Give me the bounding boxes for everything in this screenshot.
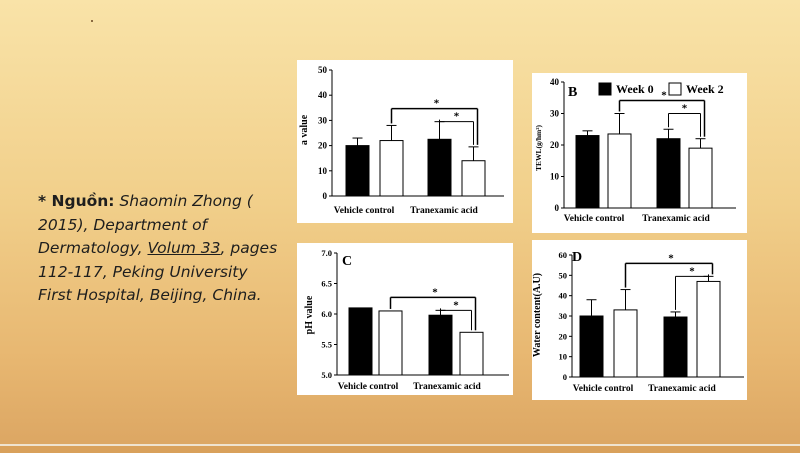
chart-a-y-tick-label: 10 — [318, 166, 328, 176]
chart-a-y-tick-label: 20 — [318, 141, 328, 151]
chart-c-x-tick-label: Vehicle control — [338, 382, 399, 392]
chart-d-bar-week0 — [663, 316, 688, 378]
chart-d-y-tick-label: 20 — [559, 331, 568, 341]
source-volume: Volum 33 — [147, 239, 221, 257]
chart-a-y-tick-label: 0 — [323, 191, 328, 201]
chart-c-y-tick-label: 6.5 — [321, 279, 332, 289]
chart-c-y-label: pH value — [304, 295, 315, 334]
source-pages: , pages — [220, 239, 278, 257]
chart-b-panel-label: B — [568, 85, 577, 100]
chart-d-sig-star-inner: * — [689, 265, 695, 277]
chart-b-y-tick-label: 20 — [550, 140, 560, 150]
chart-b-svg: 0 10 20 30 40 TEWL(g/hm²) B Vehicle control Tran… — [534, 77, 736, 224]
chart-b-bar-week0 — [575, 135, 600, 209]
chart-c-bar-week0 — [428, 314, 453, 376]
chart-panel-b: 0 10 20 30 40 TEWL(g/hm²) B Vehicle control Tran… — [532, 73, 747, 233]
chart-d-x-tick-label: Vehicle control — [573, 384, 634, 394]
chart-a-svg: 0 10 20 30 40 50 a value Vehicle control Tranexa… — [299, 65, 504, 216]
chart-a-x-tick-label: Tranexamic acid — [410, 206, 478, 216]
chart-b-y-tick-label: 40 — [550, 77, 560, 87]
chart-d-y-tick-label: 10 — [559, 352, 568, 362]
chart-b-sig-star-inner: * — [682, 103, 688, 115]
source-dept: Dermatology, — [38, 239, 143, 257]
chart-d-panel-label: D — [572, 250, 582, 265]
chart-c-sig-star-inner: * — [453, 299, 459, 311]
chart-a-x-tick-label: Vehicle control — [334, 206, 395, 216]
chart-c-bar-week2 — [378, 310, 403, 376]
chart-panel-d: 0 10 20 30 40 50 60 Water content(A.U) D Vehicle … — [532, 240, 747, 400]
chart-a-sig-star-inner: * — [454, 111, 460, 123]
chart-a-sig-star: * — [434, 98, 440, 110]
chart-d-bar-week0 — [579, 315, 604, 378]
chart-d-svg: 0 10 20 30 40 50 60 Water content(A.U) D Vehicle … — [532, 250, 744, 394]
chart-b-bar-week2 — [607, 133, 632, 209]
chart-c-y-tick-label: 7.0 — [321, 248, 332, 258]
chart-c-x-tick-label: Tranexamic acid — [413, 382, 481, 392]
source-line4: 112-117, Peking University — [38, 262, 248, 281]
chart-b-y-tick-label: 10 — [550, 172, 560, 182]
chart-d-y-tick-label: 30 — [559, 311, 568, 321]
chart-d-y-label: Water content(A.U) — [532, 273, 543, 357]
chart-b-sig-star: * — [661, 90, 667, 102]
chart-a-y-tick-label: 30 — [318, 115, 328, 125]
chart-c-panel-label: C — [342, 254, 352, 269]
source-label: * Nguồn: — [38, 192, 115, 210]
source-author: Shaomin Zhong — [119, 192, 242, 210]
chart-d-y-tick-label: 60 — [559, 250, 568, 260]
chart-d-bar-week2 — [613, 309, 638, 378]
bottom-divider — [0, 444, 800, 446]
chart-d-sig-star: * — [668, 252, 674, 264]
chart-a-bar-week2 — [379, 140, 404, 197]
chart-d-bar-week2 — [696, 280, 721, 378]
stray-dot — [91, 20, 93, 22]
chart-c-y-tick-label: 6.0 — [321, 309, 332, 319]
chart-a-bar-week0 — [345, 145, 370, 197]
chart-a-y-tick-label: 40 — [318, 90, 328, 100]
chart-c-y-tick-label: 5.5 — [321, 340, 332, 350]
source-line5: First Hospital, Beijing, China. — [38, 286, 262, 304]
chart-b-x-tick-label: Tranexamic acid — [642, 214, 710, 224]
chart-b-bar-week0 — [656, 138, 681, 209]
chart-b-y-tick-label: 0 — [555, 203, 560, 213]
chart-d-x-tick-label: Tranexamic acid — [648, 384, 716, 394]
chart-c-sig-star: * — [432, 286, 438, 298]
chart-d-y-tick-label: 50 — [559, 270, 568, 280]
chart-b-y-label: TEWL(g/hm²) — [534, 125, 543, 172]
source-year-dept: 2015), Department of — [38, 215, 208, 234]
legend-week2-label: Week 2 — [686, 82, 724, 96]
chart-panel-a: 0 10 20 30 40 50 a value Vehicle control Tranexa… — [297, 60, 513, 223]
legend-week0-swatch — [598, 82, 612, 96]
bottom-strip — [0, 446, 800, 453]
chart-b-y-tick-label: 30 — [550, 109, 560, 119]
chart-d-y-tick-label: 40 — [559, 291, 568, 301]
chart-b-x-tick-label: Vehicle control — [564, 214, 625, 224]
chart-a-y-label: a value — [299, 114, 310, 145]
chart-a-bar-week2 — [461, 160, 486, 197]
chart-c-bar-week0 — [348, 307, 373, 376]
legend-week2-swatch — [668, 82, 682, 96]
legend-week0-label: Week 0 — [616, 82, 654, 96]
chart-a-bar-week0 — [427, 138, 452, 197]
chart-c-y-tick-label: 5.0 — [321, 370, 332, 380]
chart-c-bar-week2 — [459, 331, 484, 376]
chart-panel-c: 5.0 5.5 6.0 6.5 7.0 pH value C Vehicle control T… — [297, 243, 513, 395]
chart-a-y-tick-label: 50 — [318, 65, 328, 75]
chart-d-y-tick-label: 0 — [563, 372, 567, 382]
chart-b-bar-week2 — [688, 147, 713, 209]
source-citation: * Nguồn: Shaomin Zhong ( 2015), Departme… — [38, 190, 288, 308]
chart-c-svg: 5.0 5.5 6.0 6.5 7.0 pH value C Vehicle control T… — [304, 248, 509, 392]
source-year-open: ( — [246, 192, 253, 210]
